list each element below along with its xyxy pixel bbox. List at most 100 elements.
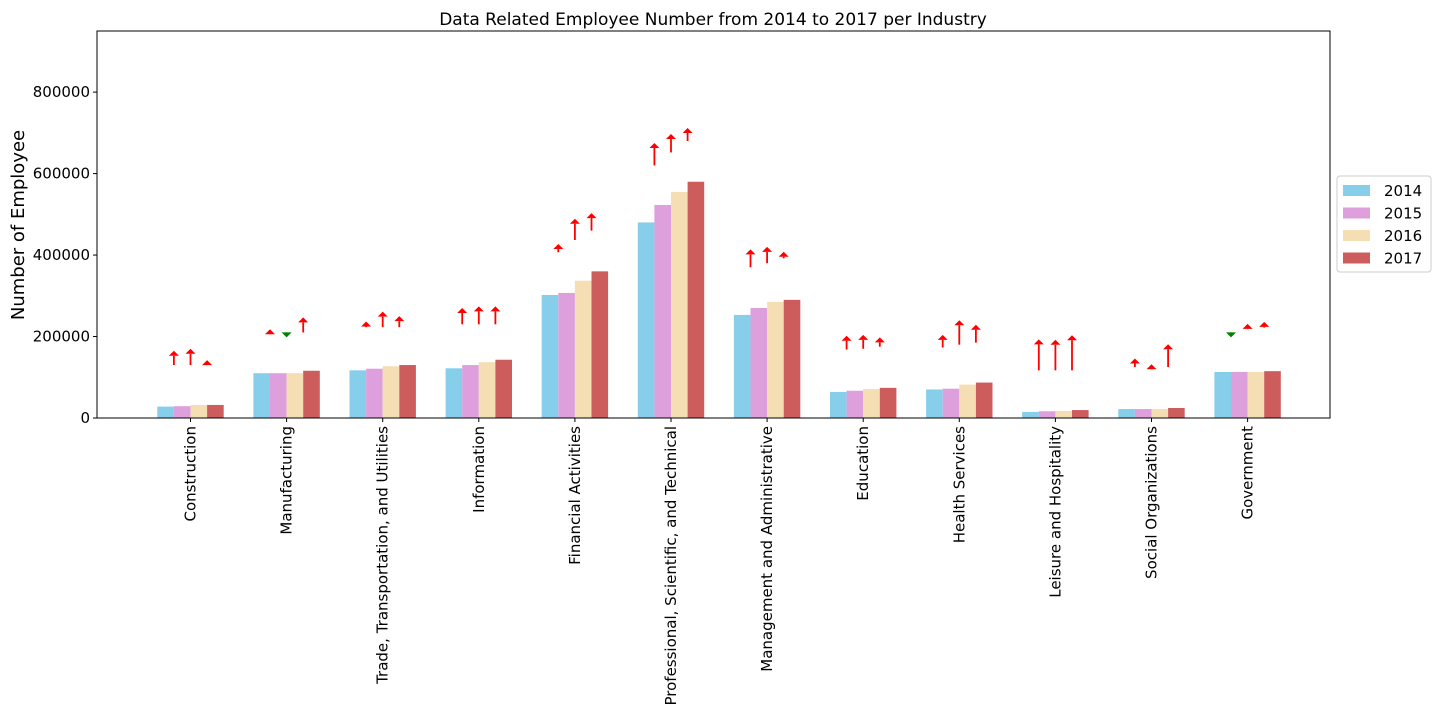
bar-2016-3 [478,362,496,418]
x-tick-label-4: Financial Activities [566,426,584,565]
bar-2015-10 [1134,409,1152,418]
bar-2017-10 [1168,408,1185,418]
legend-label-2017: 2017 [1384,250,1422,268]
legend-box [1336,175,1432,273]
change-arrow-head [762,246,773,252]
change-arrow-10-0 [1129,358,1140,368]
bar-2014-9 [1022,411,1039,418]
change-arrow-head [394,316,405,322]
x-tick-label-7: Education [854,426,872,501]
change-arrow-head [682,127,693,133]
bar-2016-1 [286,373,304,418]
bar-2017-6 [783,299,801,418]
change-arrow-head [778,251,789,257]
bar-2014-6 [733,314,751,418]
change-arrow-4-0 [553,244,564,253]
bar-2017-5 [687,181,705,418]
x-tick-label-2: Trade, Transportation, and Utilities [374,426,392,685]
bar-2016-7 [863,389,880,418]
change-arrow-3-2 [490,306,501,325]
change-arrow-head [649,143,660,149]
change-arrow-10-1 [1146,364,1157,370]
x-tick-label-1: Manufacturing [278,426,296,535]
x-tick-label-11: Government [1239,426,1257,520]
bar-2015-4 [558,292,575,418]
change-arrow-head [377,311,388,317]
change-arrow-6-0 [745,249,756,268]
change-arrow-10-2 [1163,344,1174,368]
change-arrow-7-1 [858,334,869,349]
change-arrow-head [569,218,580,224]
change-arrow-head [586,213,597,219]
change-arrow-8-2 [970,324,981,343]
change-arrow-9-2 [1067,335,1077,371]
bar-2015-2 [366,368,383,418]
bar-2016-2 [382,366,400,418]
bar-2016-10 [1151,409,1169,418]
x-tick-label-5: Professional, Scientific, and Technical [662,426,680,706]
change-arrow-7-2 [874,337,885,347]
y-tick-label-1: 200000 [33,328,90,346]
change-arrow-head [1033,339,1044,345]
change-arrow-head [874,337,885,343]
change-arrow-0-0 [168,350,179,366]
legend-swatch-2016 [1343,230,1370,241]
change-arrow-head [937,334,948,340]
bar-2017-11 [1264,371,1281,418]
bar-2015-5 [654,204,671,418]
change-arrow-head [858,334,869,340]
x-tick-label-3: Information [470,426,488,513]
change-arrow-1-0 [265,329,275,335]
bar-2016-4 [574,280,592,418]
change-arrow-head [1129,358,1140,364]
bar-2015-3 [462,365,479,418]
bar-2014-10 [1118,409,1135,418]
chart-title: Data Related Employee Number from 2014 t… [439,10,987,30]
legend-label-2016: 2016 [1384,227,1422,245]
change-arrow-11-1 [1242,323,1253,330]
bar-2017-4 [591,271,609,418]
change-arrow-8-1 [954,320,965,345]
change-arrow-head [954,320,965,326]
change-arrow-6-2 [778,251,789,259]
change-arrow-head [265,329,275,335]
bar-2015-1 [270,373,287,418]
bar-2014-2 [349,370,367,418]
bar-2017-3 [495,359,512,418]
change-arrow-0-1 [185,348,196,366]
legend: 2014 2015 2016 2017 [1336,175,1432,273]
y-tick-label-3: 600000 [33,165,90,183]
legend-label-2014: 2014 [1384,182,1422,200]
change-arrow-head [745,249,756,255]
bar-2017-7 [879,387,897,418]
change-arrow-3-0 [457,308,468,325]
change-arrow-11-0 [1226,332,1236,338]
y-tick-label-2: 400000 [33,246,90,264]
bar-2015-7 [846,390,864,418]
legend-swatch-2014 [1343,185,1370,196]
bar-2016-9 [1055,410,1072,418]
bar-2016-6 [767,301,784,418]
change-arrow-2-2 [394,316,405,328]
bar-2015-9 [1038,411,1056,418]
change-arrow-head [1067,335,1077,341]
change-arrow-5-0 [649,143,660,166]
change-arrow-11-2 [1259,321,1270,328]
change-arrow-7-0 [841,335,852,350]
bar-2016-0 [190,404,208,418]
change-arrow-head [202,360,213,366]
bar-2015-0 [173,406,191,418]
change-arrow-head [185,348,196,354]
change-arrow-head [298,317,309,323]
change-arrow-head [666,134,676,140]
x-tick-label-8: Health Services [950,426,968,543]
change-arrow-0-2 [202,360,213,366]
change-arrow-2-1 [377,311,388,328]
change-arrow-head [473,306,484,312]
bar-2016-5 [671,191,688,418]
bar-2016-8 [959,384,976,418]
change-arrow-5-1 [666,134,676,153]
legend-swatch-2017 [1343,252,1370,264]
